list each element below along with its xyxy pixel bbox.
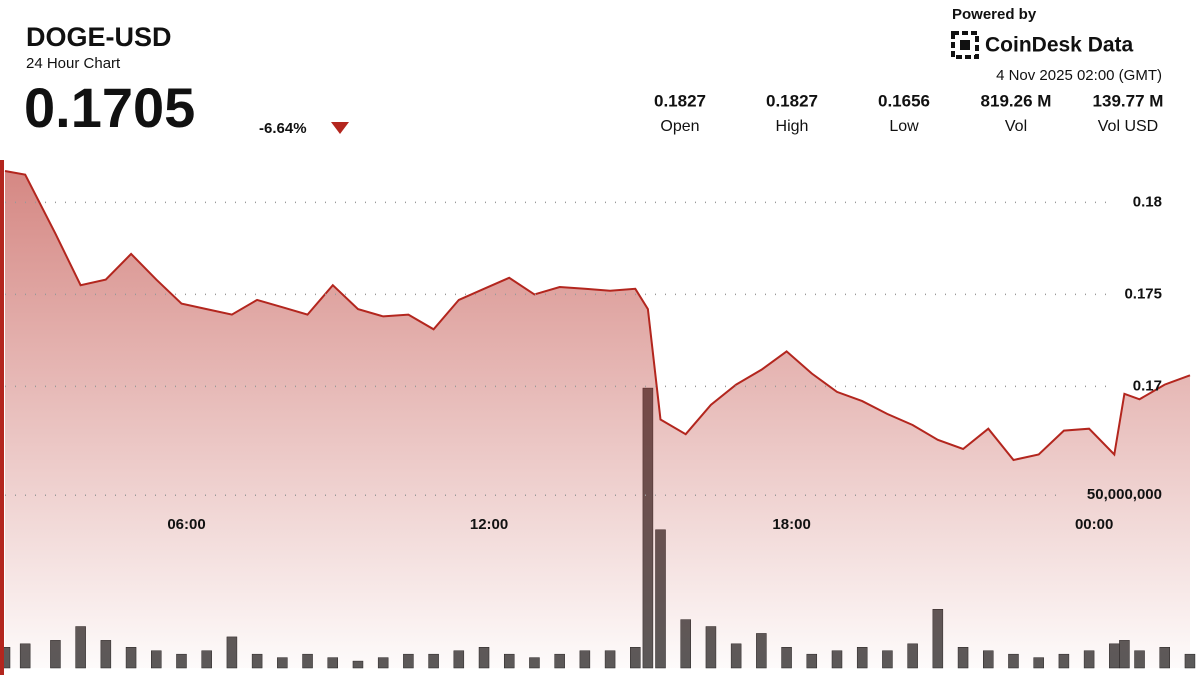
price: 0.1705	[24, 76, 195, 139]
stat-value: 0.1827	[654, 91, 706, 110]
y-tick-label: 0.18	[1133, 193, 1162, 210]
x-tick-label: 00:00	[1075, 516, 1113, 533]
subtitle: 24 Hour Chart	[26, 55, 121, 72]
change: -6.64%	[259, 120, 307, 137]
x-tick-label: 06:00	[167, 516, 205, 533]
stat-label: Open	[660, 118, 699, 135]
powered-by: Powered by	[952, 6, 1037, 23]
down-arrow	[331, 122, 349, 134]
stat-label: Vol	[1005, 118, 1027, 135]
stat-value: 139.77 M	[1093, 91, 1164, 110]
stats: 0.1827 Open 0.1827 High 0.1656 Low 819.26 M Vol…	[654, 91, 1163, 135]
stat-label: Vol USD	[1098, 118, 1158, 135]
timestamp: 4 Nov 2025 02:00 (GMT)	[996, 67, 1162, 84]
price-area	[5, 171, 1190, 668]
brand-logo	[951, 31, 979, 59]
stat-value: 0.1656	[878, 91, 930, 110]
stat-value: 819.26 M	[981, 91, 1052, 110]
plot: 0.17 0.175 0.18 50,000,000 06:00 12:00 18:00 00…	[0, 170, 1196, 669]
stat-label: High	[776, 118, 809, 135]
x-tick-label: 18:00	[772, 516, 810, 533]
price-line	[4, 170, 1191, 462]
y2-tick-label: 50,000,000	[1087, 486, 1162, 503]
symbol: DOGE-USD	[26, 22, 172, 52]
y-tick-label: 0.17	[1133, 377, 1162, 394]
brand: CoinDesk Data	[985, 34, 1134, 57]
left-border	[0, 160, 4, 675]
stat-value: 0.1827	[766, 91, 818, 110]
x-tick-label: 12:00	[470, 516, 508, 533]
stat-label: Low	[889, 118, 919, 135]
y-tick-label: 0.175	[1124, 285, 1162, 302]
